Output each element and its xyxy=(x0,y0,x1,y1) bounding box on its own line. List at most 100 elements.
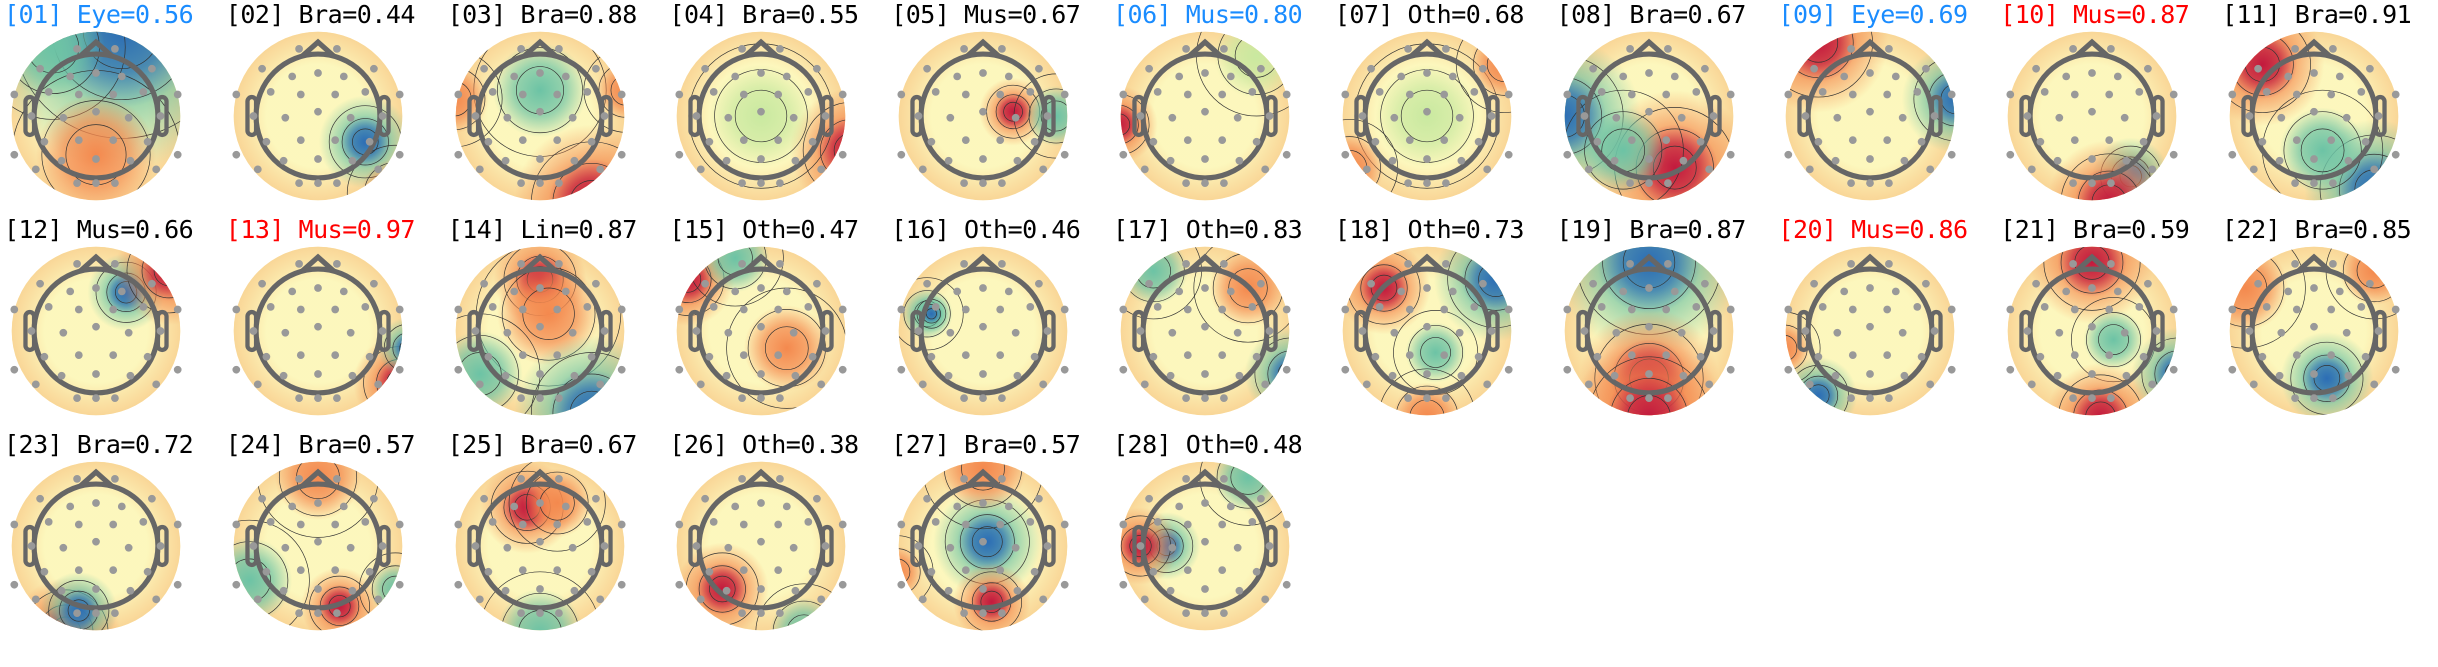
electrode-dot xyxy=(570,156,578,165)
electrode-dot xyxy=(1341,365,1349,374)
electrode-dot xyxy=(395,90,404,99)
electrode-dot xyxy=(36,64,44,73)
nose-marker xyxy=(522,38,557,58)
electrode-dot xyxy=(479,494,488,503)
contour-line xyxy=(1395,385,1459,416)
electrode-dot xyxy=(757,394,766,402)
contour-line xyxy=(610,74,624,106)
electrode-dot xyxy=(148,64,156,73)
electrode-dot xyxy=(2245,112,2254,120)
electrode-dot xyxy=(1005,72,1013,81)
electrode-dot xyxy=(776,394,785,402)
electrode-dot xyxy=(839,90,847,99)
electrode-dot xyxy=(281,113,289,122)
electrode-dot xyxy=(258,279,266,288)
electrode-dot xyxy=(295,260,303,268)
electrode-dot xyxy=(2361,137,2370,146)
nose-marker xyxy=(1853,253,1888,273)
electrode-dot xyxy=(723,371,731,380)
electrode-dot xyxy=(1235,586,1244,595)
electrode-dot xyxy=(1201,499,1209,507)
electrode-dot xyxy=(2028,165,2036,174)
electrode-dot xyxy=(979,179,988,187)
electrode-dot xyxy=(944,371,953,380)
electrode-dot xyxy=(804,518,813,526)
component-10: [10] Mus=0.87 xyxy=(2000,0,2222,215)
electrode-dot xyxy=(790,543,798,552)
component-21: [21] Bra=0.59 xyxy=(2000,215,2222,430)
electrode-dot xyxy=(783,72,792,81)
contour-line xyxy=(455,50,503,148)
electrode-dot xyxy=(1220,394,1228,402)
electrode-dot xyxy=(1397,287,1405,296)
electrode-dot xyxy=(331,566,339,574)
electrode-dot xyxy=(962,351,970,359)
topomap xyxy=(10,31,182,201)
electrode-dot xyxy=(365,567,374,576)
electrode-dot xyxy=(587,352,596,361)
electrode-dot xyxy=(960,394,969,402)
electrode-dot xyxy=(757,322,766,331)
electrode-dot xyxy=(2275,371,2284,380)
electrode-dot xyxy=(361,88,369,96)
electrode-dot xyxy=(1704,165,1713,174)
electrode-dot xyxy=(1677,328,1686,337)
electrode-dot xyxy=(2023,112,2032,120)
nose-marker xyxy=(78,253,114,273)
electrode-dot xyxy=(1005,502,1013,511)
electrode-dot xyxy=(57,586,66,595)
electrode-dot xyxy=(173,90,182,99)
electrode-dot xyxy=(1474,137,1483,146)
electrode-dot xyxy=(1005,287,1013,296)
electrode-dot xyxy=(979,284,988,292)
electrode-dot xyxy=(1166,586,1175,595)
topomap xyxy=(2228,246,2400,416)
electrode-dot xyxy=(1627,351,1636,359)
electrode-dot xyxy=(1235,156,1244,165)
electrode-dot xyxy=(1226,502,1235,511)
component-07: [07] Oth=0.68 xyxy=(1335,0,1557,215)
electrode-dot xyxy=(1422,179,1431,187)
electrode-dot xyxy=(374,165,382,174)
electrode-dot xyxy=(1866,155,1875,163)
electrode-dot xyxy=(2107,394,2115,402)
ear-marker xyxy=(466,309,480,353)
electrode-dot xyxy=(776,45,785,53)
electrode-dot xyxy=(346,328,355,337)
electrode-dot xyxy=(44,88,53,96)
electrode-dot xyxy=(1840,287,1849,296)
electrode-dot xyxy=(897,520,906,529)
electrode-dot xyxy=(152,165,161,174)
electrode-dot xyxy=(1504,90,1513,99)
electrode-dot xyxy=(776,475,785,483)
electrode-dot xyxy=(979,370,988,378)
electrode-dot xyxy=(1248,88,1257,96)
electrode-dot xyxy=(31,380,40,389)
electrode-dot xyxy=(2310,322,2318,331)
electrode-dot xyxy=(1866,107,1875,116)
electrode-dot xyxy=(535,284,544,292)
topomap xyxy=(10,246,182,416)
electrode-dot xyxy=(1726,365,1735,374)
electrode-dot xyxy=(1441,179,1450,187)
component-22: [22] Bra=0.85 xyxy=(2222,215,2438,430)
electrode-dot xyxy=(1182,45,1190,53)
electrode-dot xyxy=(369,64,378,73)
electrode-dot xyxy=(156,542,165,550)
electrode-dot xyxy=(331,520,339,529)
electrode-dot xyxy=(1257,494,1265,503)
electrode-dot xyxy=(617,365,626,374)
electrode-dot xyxy=(587,137,596,146)
contour-line xyxy=(2060,246,2124,294)
electrode-dot xyxy=(1679,371,1687,380)
electrode-dot xyxy=(232,365,240,374)
contour-line xyxy=(153,255,181,287)
electrode-dot xyxy=(126,156,135,165)
component-title: [20] Mus=0.86 xyxy=(1778,215,1968,244)
electrode-dot xyxy=(535,155,544,163)
electrode-dot xyxy=(518,566,527,574)
electrode-dot xyxy=(1149,567,1158,576)
electrode-dot xyxy=(723,586,731,595)
electrode-dot xyxy=(1220,179,1228,187)
contour-line xyxy=(1786,311,1821,385)
